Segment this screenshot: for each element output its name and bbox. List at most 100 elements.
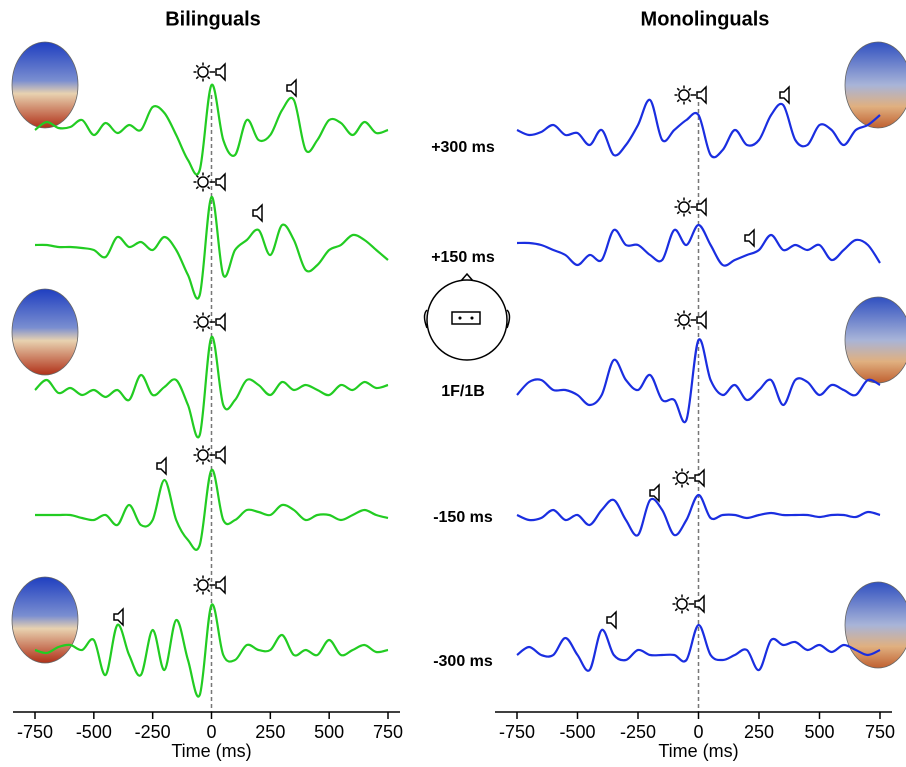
- flash-icon: [675, 311, 697, 330]
- waveform: [517, 339, 880, 422]
- row-label: 1F/1B: [441, 383, 485, 400]
- flash-icon-ray: [677, 200, 679, 202]
- speaker-icon: [745, 230, 754, 246]
- flash-icon-ray: [675, 597, 677, 599]
- flash-icon-ray: [689, 200, 691, 202]
- flash-icon-ray: [689, 212, 691, 214]
- speaker-icon: [216, 314, 225, 330]
- flash-icon-ray: [687, 609, 689, 611]
- flash-icon: [673, 469, 695, 488]
- flash-icon-sun: [677, 473, 687, 483]
- x-tick-label: 250: [744, 722, 774, 742]
- flash-icon-ray: [196, 65, 198, 67]
- flash-icon-sun: [198, 317, 208, 327]
- flash-icon-ray: [689, 313, 691, 315]
- flash-icon-ray: [677, 212, 679, 214]
- center-head: [425, 274, 510, 360]
- flash-icon-ray: [196, 77, 198, 79]
- flash-icon-ray: [196, 590, 198, 592]
- speaker-icon: [253, 205, 262, 221]
- flash-icon-ray: [196, 187, 198, 189]
- x-tick-label: 0: [206, 722, 216, 742]
- flash-icon-ray: [208, 77, 210, 79]
- flash-icon-ray: [196, 327, 198, 329]
- flash-icon-sun: [198, 67, 208, 77]
- topomap: [12, 289, 78, 375]
- x-tick-label: 750: [865, 722, 895, 742]
- flash-icon-ray: [675, 609, 677, 611]
- x-tick-label: -500: [559, 722, 595, 742]
- speaker-icon: [216, 577, 225, 593]
- flash-icon-sun: [679, 315, 689, 325]
- speaker-icon: [780, 87, 789, 103]
- flash-icon-ray: [208, 460, 210, 462]
- x-tick-label: -750: [17, 722, 53, 742]
- speaker-icon: [695, 470, 704, 486]
- flash-icon-ray: [196, 460, 198, 462]
- flash-icon-ray: [196, 448, 198, 450]
- x-tick-label: 0: [693, 722, 703, 742]
- flash-icon-ray: [208, 175, 210, 177]
- x-tick-label: 500: [314, 722, 344, 742]
- flash-icon-ray: [208, 315, 210, 317]
- flash-icon: [673, 595, 695, 614]
- flash-icon-ray: [677, 88, 679, 90]
- flash-icon-ray: [687, 483, 689, 485]
- x-axis-label: Time (ms): [658, 741, 738, 761]
- panel-title: Monolinguals: [641, 8, 770, 30]
- flash-icon-ray: [677, 313, 679, 315]
- x-tick-label: 250: [255, 722, 285, 742]
- x-tick-label: -250: [135, 722, 171, 742]
- x-tick-label: 750: [373, 722, 403, 742]
- topomap: [845, 297, 906, 383]
- flash-icon-ray: [689, 325, 691, 327]
- flash-icon-ray: [677, 100, 679, 102]
- flash-icon-sun: [198, 177, 208, 187]
- figure: Bilinguals -750 -500 -250 0 250 500 750 Time (ms…: [0, 0, 906, 767]
- flash-icon-sun: [198, 580, 208, 590]
- x-axis-label: Time (ms): [171, 741, 251, 761]
- speaker-icon: [216, 447, 225, 463]
- speaker-icon: [287, 80, 296, 96]
- speaker-icon: [695, 596, 704, 612]
- flash-icon-ray: [677, 325, 679, 327]
- flash-icon-ray: [687, 471, 689, 473]
- flash-icon-ray: [208, 578, 210, 580]
- flash-icon-ray: [196, 315, 198, 317]
- waveform: [517, 100, 880, 158]
- flash-icon-ray: [196, 578, 198, 580]
- flash-icon-sun: [679, 90, 689, 100]
- speaker-icon: [607, 612, 616, 628]
- flash-icon: [675, 198, 697, 217]
- flash-icon-ray: [689, 100, 691, 102]
- topomap: [845, 42, 906, 128]
- flash-icon-ray: [687, 597, 689, 599]
- waveform: [35, 197, 388, 299]
- speaker-icon: [157, 458, 166, 474]
- speaker-icon: [114, 609, 123, 625]
- flash-icon-ray: [689, 88, 691, 90]
- flash-icon-ray: [208, 590, 210, 592]
- flash-icon-ray: [208, 448, 210, 450]
- flash-icon-ray: [675, 471, 677, 473]
- topomap: [12, 42, 78, 128]
- topomap: [845, 582, 906, 668]
- x-tick-label: -500: [76, 722, 112, 742]
- flash-icon: [675, 86, 697, 105]
- flash-icon-ray: [208, 327, 210, 329]
- speaker-icon: [216, 174, 225, 190]
- row-label: +300 ms: [431, 139, 495, 156]
- x-tick-label: -750: [499, 722, 535, 742]
- flash-icon-sun: [198, 450, 208, 460]
- x-tick-label: -250: [620, 722, 656, 742]
- flash-icon-ray: [208, 187, 210, 189]
- panel-title: Bilinguals: [165, 8, 261, 30]
- row-label: -150 ms: [433, 509, 493, 526]
- waveform: [35, 337, 388, 438]
- row-label: +150 ms: [431, 249, 495, 266]
- flash-icon-sun: [677, 599, 687, 609]
- flash-icon-ray: [675, 483, 677, 485]
- flash-icon-ray: [208, 65, 210, 67]
- speaker-icon: [216, 64, 225, 80]
- row-label: -300 ms: [433, 653, 493, 670]
